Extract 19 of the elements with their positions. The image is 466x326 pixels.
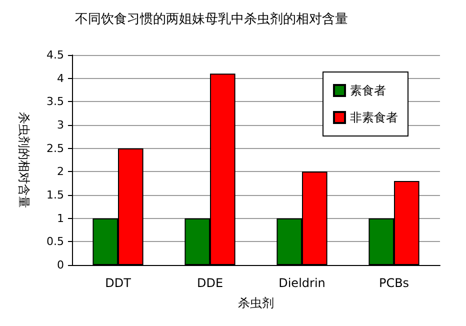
x-tick-label: DDE	[196, 276, 224, 290]
x-axis-title: 杀虫剂	[238, 296, 274, 310]
y-tick-label: 4.5	[46, 48, 64, 62]
x-tick-label: PCBs	[378, 276, 410, 290]
y-tick-label: 1	[57, 212, 64, 225]
y-tick-label: 3.5	[46, 95, 64, 108]
chart-title: 不同饮食习惯的两姐妹母乳中杀虫剂的相对含量	[75, 11, 348, 27]
y-tick-label: 0.5	[46, 235, 64, 248]
x-tick-label: DDT	[105, 276, 132, 290]
y-tick-label: 2	[57, 165, 64, 178]
y-tick-label: 0	[57, 258, 64, 272]
y-tick-label: 3	[57, 118, 64, 132]
legend-label: 非素食者	[350, 110, 398, 124]
x-tick-label: Dieldrin	[278, 276, 326, 290]
y-axis-title: 杀虫剂的相对含量	[17, 112, 31, 208]
y-tick-label: 1.5	[46, 188, 64, 202]
y-tick-label: 2.5	[46, 142, 64, 155]
legend-label: 素食者	[350, 84, 386, 98]
y-tick-label: 4	[57, 72, 64, 85]
